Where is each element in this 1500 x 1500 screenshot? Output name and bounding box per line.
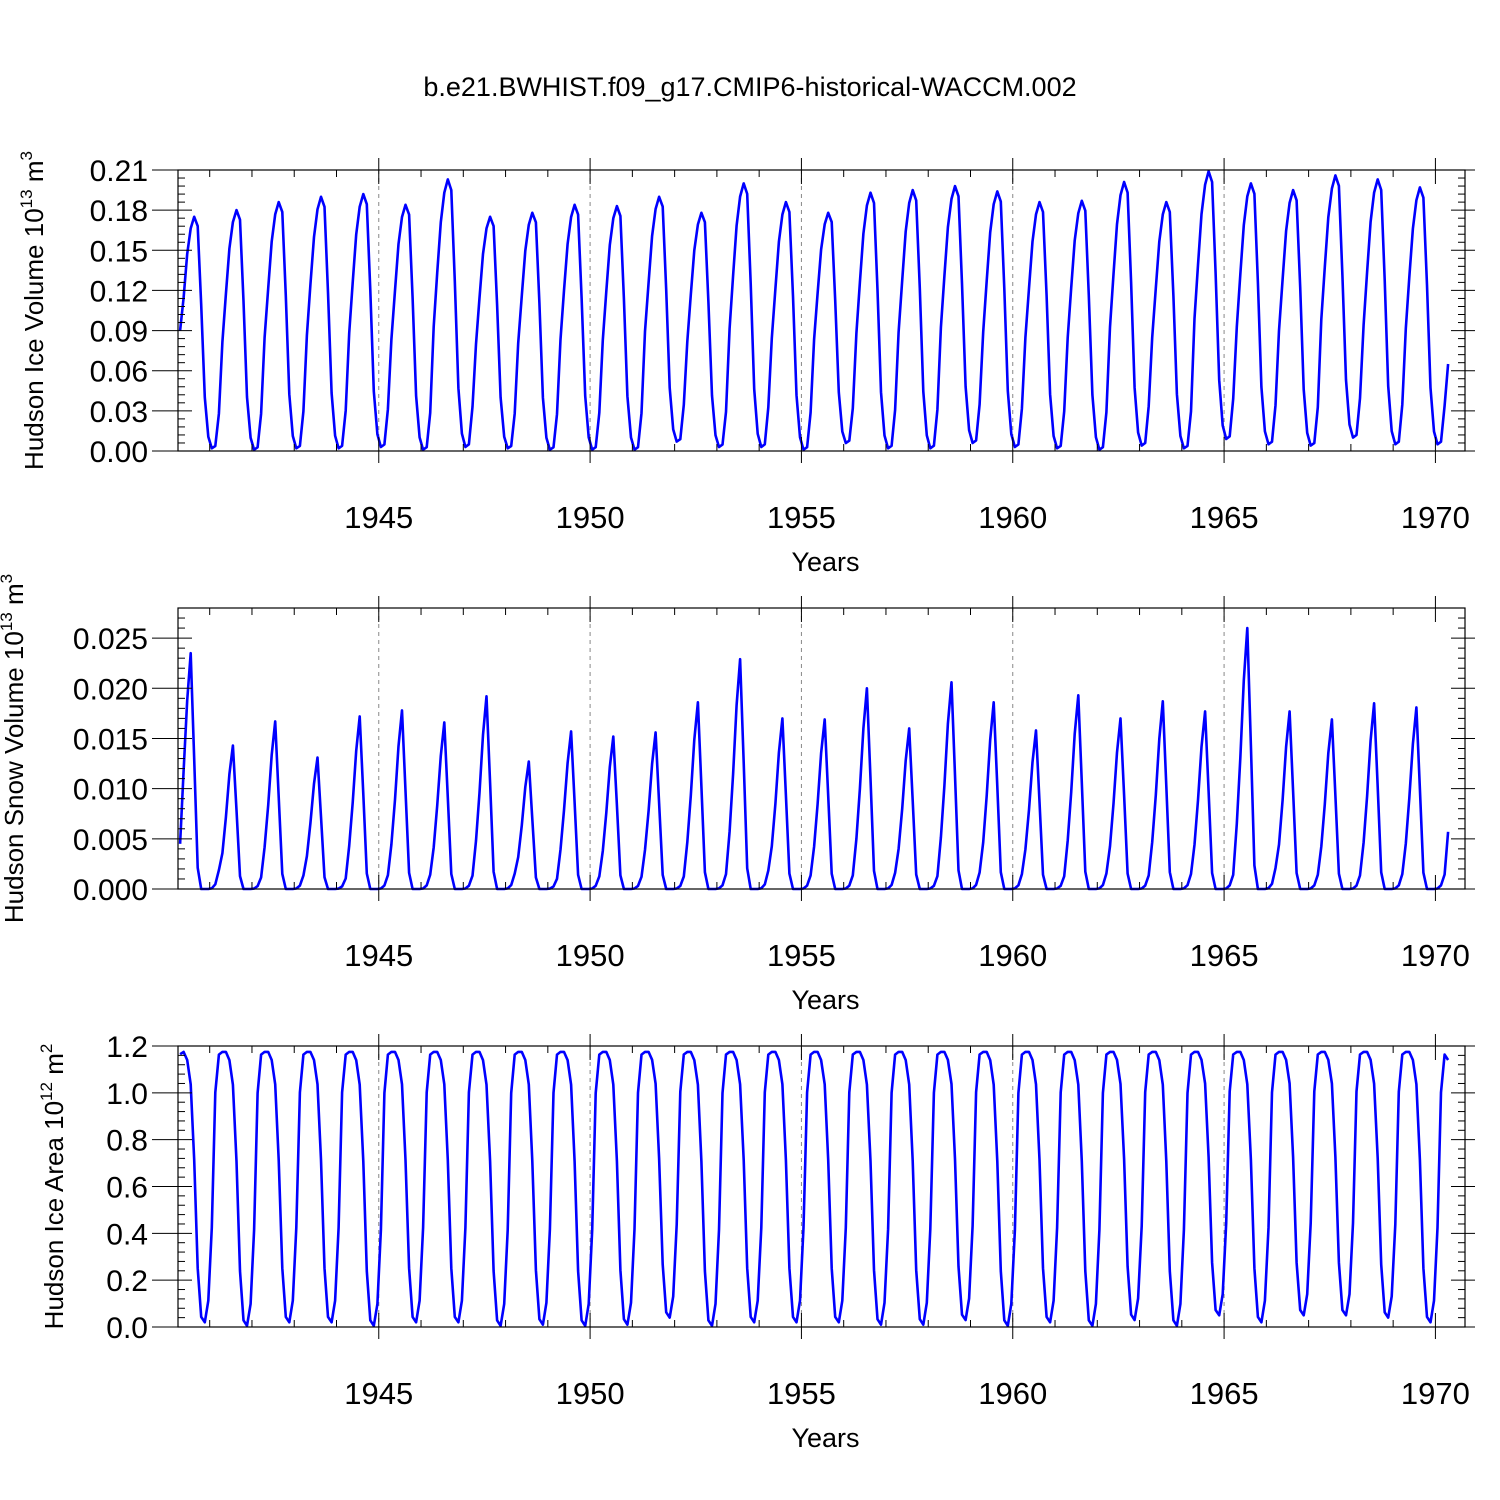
x-tick-label: 1945 <box>344 1376 413 1411</box>
y-tick-label: 0.025 <box>73 623 148 656</box>
y-axis-label-unit-exponent: 3 <box>17 151 36 160</box>
y-tick-label: 0.00 <box>90 436 148 469</box>
x-tick-label: 1950 <box>556 1376 625 1411</box>
chart-title: b.e21.BWHIST.f09_g17.CMIP6-historical-WA… <box>423 72 1076 102</box>
y-axis-label-unit: m <box>39 1053 69 1082</box>
y-axis-label-exponent: 13 <box>17 189 36 208</box>
y-axis-label-unit: m <box>0 583 29 612</box>
series-line-ice-area <box>179 1050 1450 1328</box>
panel-snow-volume: 0.000 0.005 0.010 0.015 0.020 0.025 1945 1950 19… <box>0 574 1475 1015</box>
y-tick-label: 0.0 <box>106 1312 148 1345</box>
y-tick-label: 0.8 <box>106 1125 148 1158</box>
x-tick-label: 1960 <box>978 1376 1047 1411</box>
y-tick-label: 0.015 <box>73 723 148 756</box>
x-tick-label: 1965 <box>1190 1376 1259 1411</box>
y-axis-label: Hudson Ice Area 1012 m2 <box>37 1044 69 1330</box>
x-axis-label: Years <box>791 1423 859 1453</box>
x-tick-label: 1955 <box>767 938 836 973</box>
y-axis-label-unit-exponent: 3 <box>0 574 16 583</box>
x-tick-label: 1950 <box>556 500 625 535</box>
series-line-ice-volume <box>178 170 1450 451</box>
plot-frame <box>177 169 1466 452</box>
x-tick-label: 1960 <box>978 938 1047 973</box>
y-axis-label: Hudson Snow Volume 1013 m3 <box>0 574 29 923</box>
x-tick-label: 1965 <box>1190 500 1259 535</box>
x-tick-label: 1955 <box>767 1376 836 1411</box>
y-tick-label: 0.12 <box>90 275 148 308</box>
y-tick-label: 0.06 <box>90 356 148 389</box>
y-tick-label: 0.6 <box>106 1172 148 1205</box>
panel-ice-volume: 0.00 0.03 0.06 0.09 0.12 0.15 0.18 0.21 1945 1950… <box>17 151 1475 577</box>
panel-ice-area: 0.0 0.2 0.4 0.6 0.8 1.0 1.2 1945 1950 1955 1960 196… <box>37 1031 1475 1453</box>
y-tick-label: 0.010 <box>73 774 148 807</box>
y-tick-label: 1.2 <box>106 1031 148 1064</box>
y-tick-label: 0.15 <box>90 235 148 268</box>
series-line-snow-volume <box>178 626 1450 891</box>
y-axis-label-unit-exponent: 2 <box>37 1044 56 1053</box>
y-tick-label: 0.005 <box>73 824 148 857</box>
x-tick-label: 1970 <box>1401 938 1470 973</box>
y-axis-label-main: Hudson Ice Area 10 <box>39 1101 69 1329</box>
x-tick-label: 1945 <box>344 938 413 973</box>
y-axis-label: Hudson Ice Volume 1013 m3 <box>17 151 49 470</box>
y-axis-label-unit: m <box>19 161 49 190</box>
y-tick-label: 1.0 <box>106 1078 148 1111</box>
x-tick-label: 1965 <box>1190 938 1259 973</box>
y-tick-label: 0.2 <box>106 1265 148 1298</box>
x-tick-label: 1970 <box>1401 500 1470 535</box>
x-tick-label: 1950 <box>556 938 625 973</box>
x-tick-label: 1970 <box>1401 1376 1470 1411</box>
y-tick-label: 0.020 <box>73 673 148 706</box>
x-axis-label: Years <box>791 985 859 1015</box>
y-tick-label: 0.18 <box>90 195 148 228</box>
y-axis-label-main: Hudson Ice Volume 10 <box>19 208 49 470</box>
y-tick-label: 0.03 <box>90 396 148 429</box>
y-axis-label-exponent: 12 <box>37 1082 56 1101</box>
x-tick-label: 1945 <box>344 500 413 535</box>
y-tick-label: 0.09 <box>90 316 148 349</box>
y-axis-label-exponent: 13 <box>0 612 16 631</box>
x-tick-label: 1955 <box>767 500 836 535</box>
y-axis-label-main: Hudson Snow Volume 10 <box>0 631 29 923</box>
y-tick-label: 0.4 <box>106 1218 148 1251</box>
x-axis-label: Years <box>791 547 859 577</box>
y-tick-label: 0.21 <box>90 155 148 188</box>
x-tick-label: 1960 <box>978 500 1047 535</box>
y-tick-label: 0.000 <box>73 874 148 907</box>
